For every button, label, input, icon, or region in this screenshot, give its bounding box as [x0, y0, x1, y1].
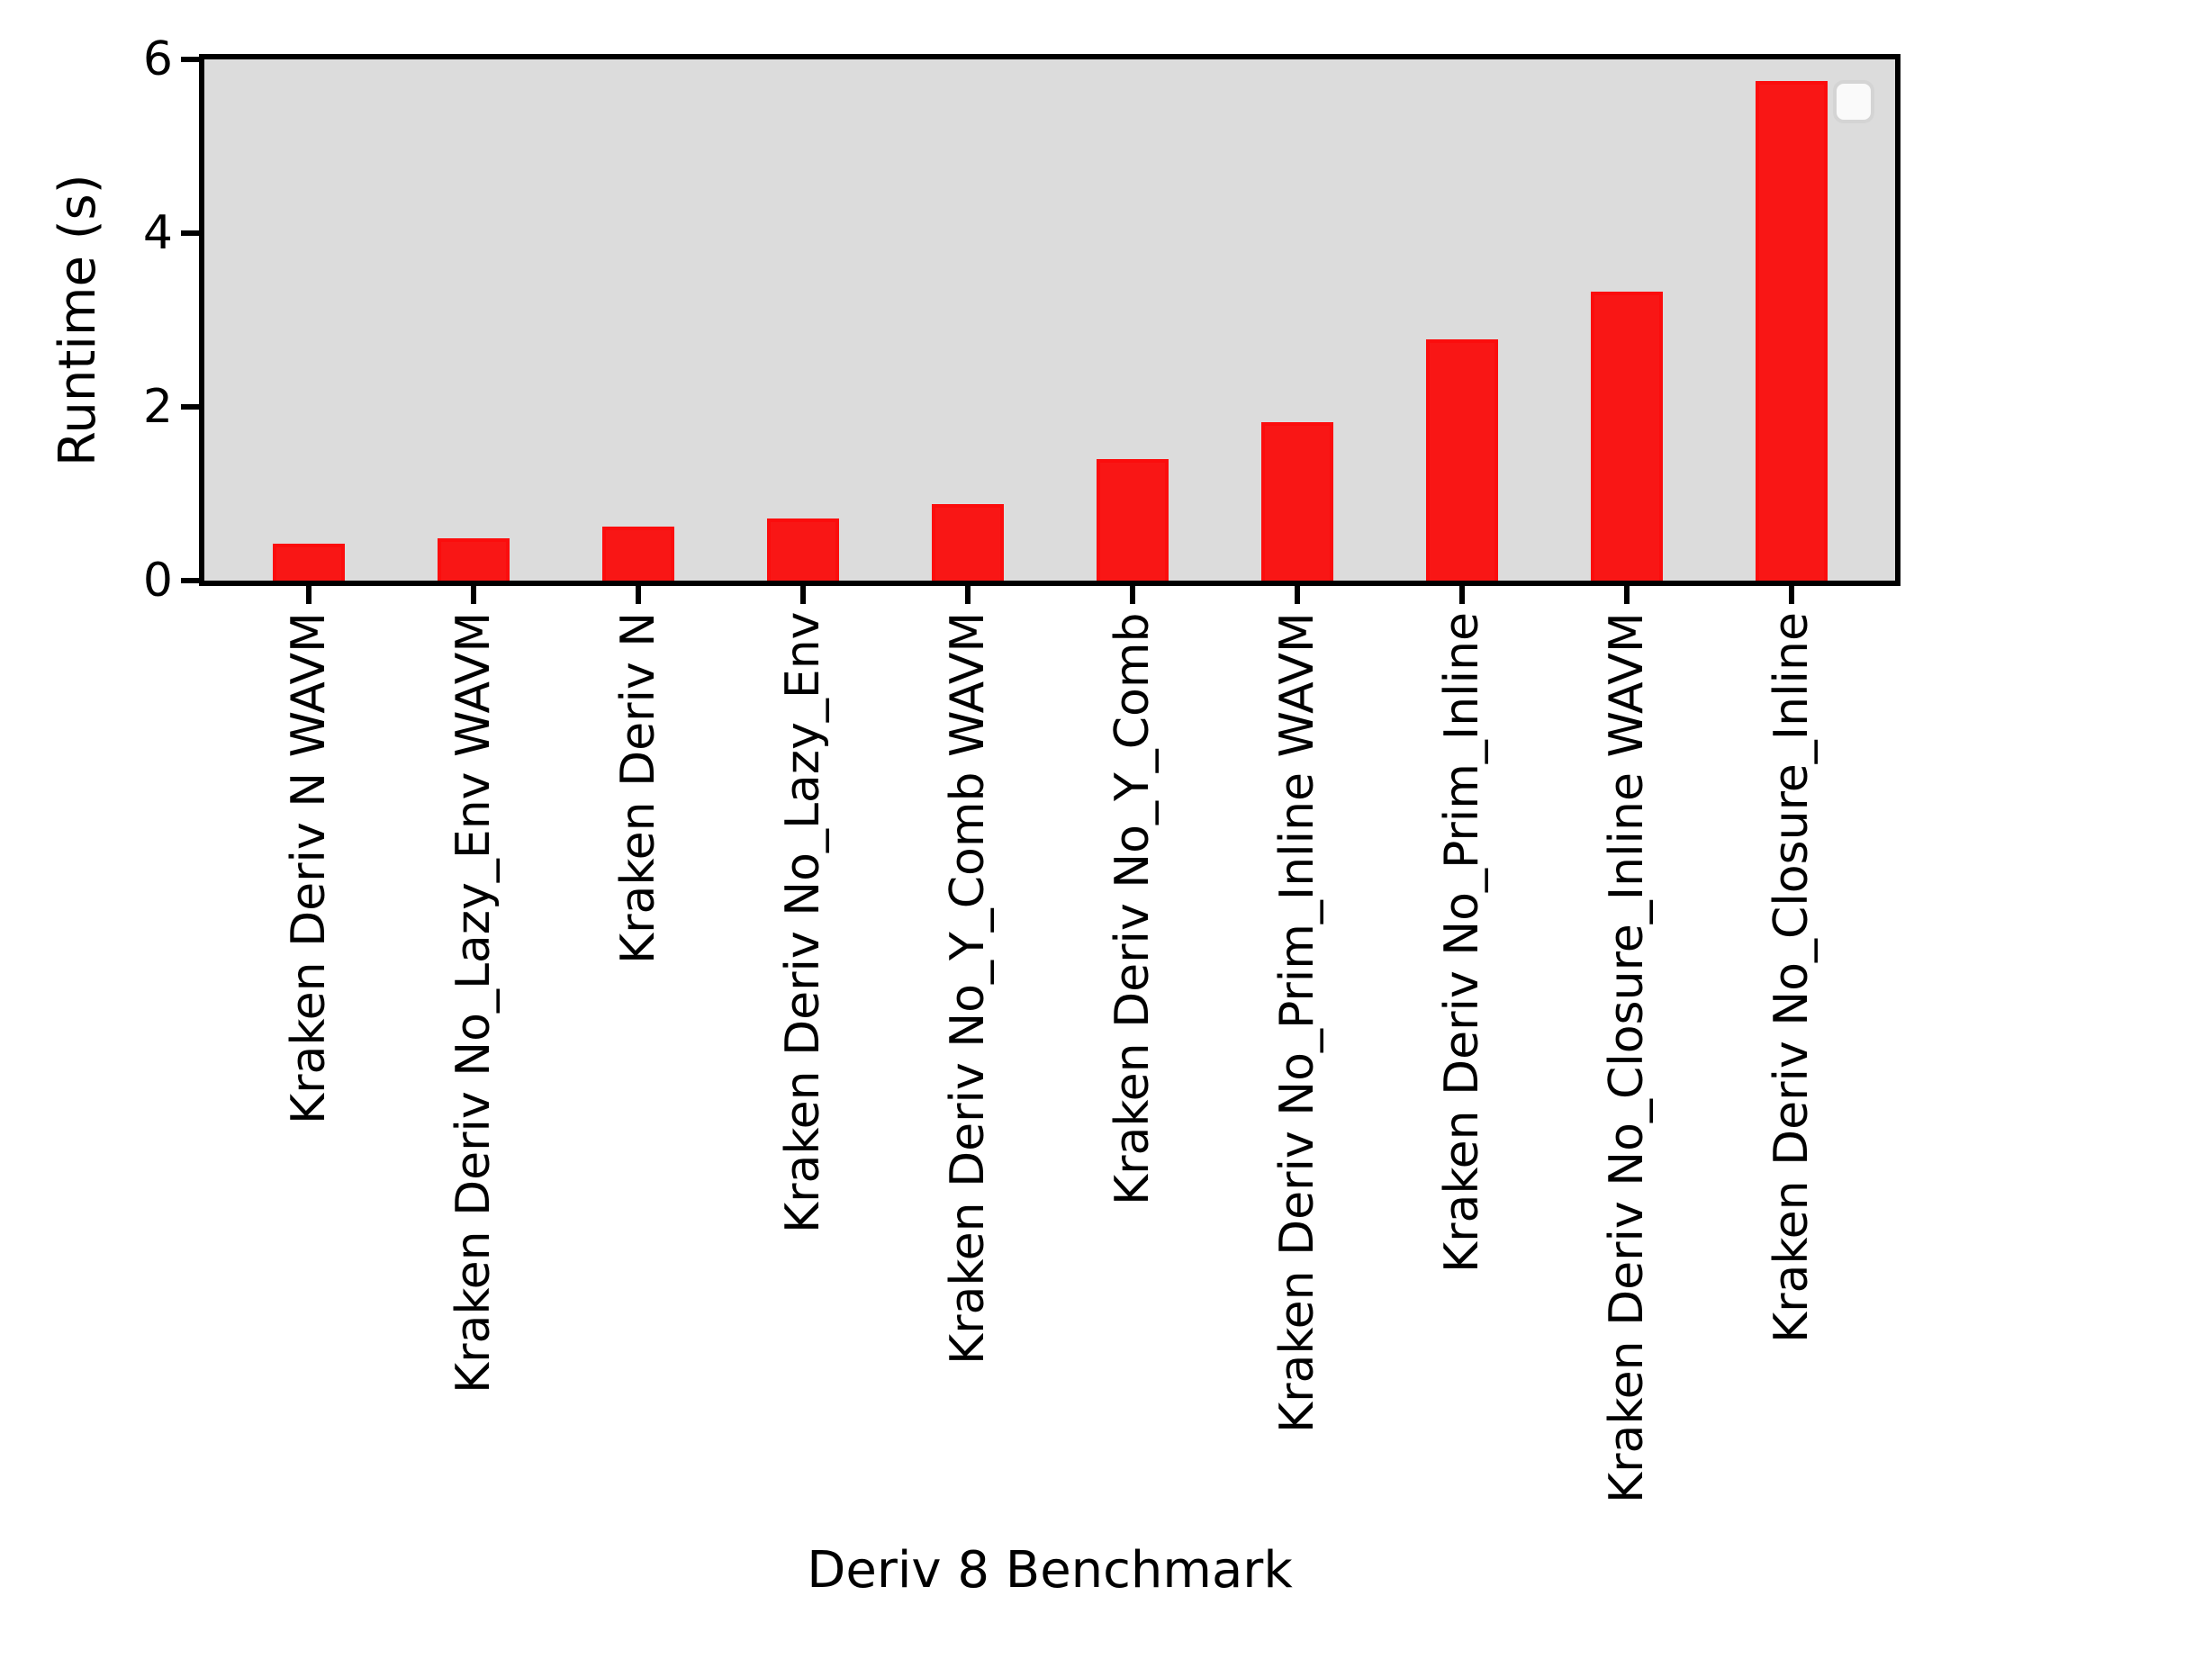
bar-6 [1097, 459, 1169, 581]
x-tick-mark [1459, 586, 1465, 604]
y-tick-label: 6 [142, 32, 173, 86]
bar-7 [1261, 422, 1333, 581]
y-tick-mark [181, 404, 199, 410]
y-tick-label: 4 [142, 206, 173, 260]
x-tick-mark [1130, 586, 1135, 604]
x-tick-label: Kraken Deriv No_Y_Comb [1106, 612, 1160, 1205]
x-tick-mark [471, 586, 476, 604]
bar-9 [1591, 292, 1663, 581]
bar-3 [602, 527, 674, 581]
x-tick-mark [965, 586, 971, 604]
x-tick-label: Kraken Deriv No_Closure_Inline [1765, 612, 1819, 1343]
x-tick-label: Kraken Deriv No_Closure_Inline WAVM [1600, 612, 1654, 1503]
bar-4 [767, 518, 839, 581]
legend-box [1833, 80, 1874, 123]
x-tick-mark [800, 586, 806, 604]
x-tick-label: Kraken Deriv No_Prim_Inline [1435, 612, 1489, 1274]
x-tick-mark [1789, 586, 1794, 604]
bar-8 [1426, 339, 1498, 581]
bar-5 [932, 504, 1004, 581]
y-tick-label: 0 [142, 554, 173, 608]
y-tick-label: 2 [142, 380, 173, 434]
y-tick-mark [181, 57, 199, 62]
x-axis-title: Deriv 8 Benchmark [807, 1541, 1293, 1600]
x-tick-mark [636, 586, 641, 604]
bar-10 [1756, 81, 1828, 581]
x-tick-label: Kraken Deriv No_Prim_Inline WAVM [1270, 612, 1324, 1433]
y-tick-mark [181, 578, 199, 583]
x-tick-label: Kraken Deriv No_Lazy_Env [776, 612, 830, 1234]
x-tick-mark [1624, 586, 1630, 604]
bar-2 [438, 538, 510, 581]
y-axis-title: Runtime (s) [49, 174, 107, 466]
x-tick-mark [1295, 586, 1300, 604]
x-tick-mark [306, 586, 311, 604]
x-tick-label: Kraken Deriv N [611, 612, 665, 965]
x-tick-label: Kraken Deriv N WAVM [282, 612, 336, 1124]
bar-1 [273, 544, 345, 581]
y-tick-mark [181, 230, 199, 236]
x-tick-label: Kraken Deriv No_Y_Comb WAVM [941, 612, 995, 1366]
x-tick-label: Kraken Deriv No_Lazy_Env WAVM [447, 612, 501, 1394]
